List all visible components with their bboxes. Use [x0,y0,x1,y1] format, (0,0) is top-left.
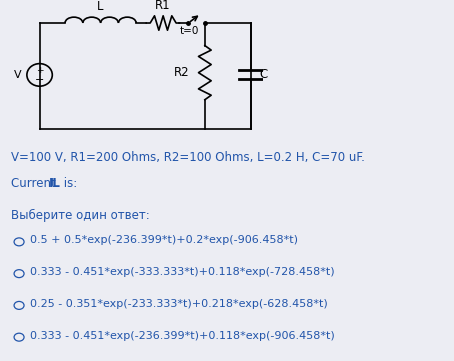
Text: Выберите один ответ:: Выберите один ответ: [11,209,150,222]
Text: R2: R2 [174,66,190,79]
Text: Current: Current [11,177,60,190]
Text: C: C [260,68,268,82]
Text: 0.5 + 0.5*exp(-236.399*t)+0.2*exp(-906.458*t): 0.5 + 0.5*exp(-236.399*t)+0.2*exp(-906.4… [30,235,298,245]
Text: 0.333 - 0.451*exp(-236.399*t)+0.118*exp(-906.458*t): 0.333 - 0.451*exp(-236.399*t)+0.118*exp(… [30,331,335,341]
Text: −: − [35,75,44,85]
Text: 0.25 - 0.351*exp(-233.333*t)+0.218*exp(-628.458*t): 0.25 - 0.351*exp(-233.333*t)+0.218*exp(-… [30,299,328,309]
Text: L: L [97,0,104,13]
Text: t=0: t=0 [179,26,199,36]
Text: V=100 V, R1=200 Ohms, R2=100 Ohms, L=0.2 H, C=70 uF.: V=100 V, R1=200 Ohms, R2=100 Ohms, L=0.2… [11,151,365,164]
Text: +: + [36,66,43,75]
Text: IL: IL [49,177,60,190]
Text: R1: R1 [155,0,171,12]
Text: 0.333 - 0.451*exp(-333.333*t)+0.118*exp(-728.458*t): 0.333 - 0.451*exp(-333.333*t)+0.118*exp(… [30,267,335,277]
Text: V: V [14,70,22,80]
Text: is:: is: [60,177,78,190]
